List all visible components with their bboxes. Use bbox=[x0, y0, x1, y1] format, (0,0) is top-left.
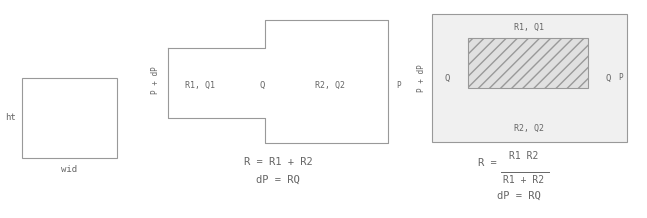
Text: Q: Q bbox=[606, 73, 611, 82]
Text: R2, Q2: R2, Q2 bbox=[514, 124, 544, 133]
Text: P + dP: P + dP bbox=[417, 64, 426, 92]
Text: dP = RQ: dP = RQ bbox=[497, 191, 541, 201]
Text: P: P bbox=[618, 73, 622, 82]
Text: R = R1 + R2: R = R1 + R2 bbox=[244, 157, 313, 167]
Text: R2, Q2: R2, Q2 bbox=[315, 80, 345, 90]
Text: Q: Q bbox=[259, 80, 265, 90]
Bar bbox=[22, 78, 117, 158]
Text: R1 R2: R1 R2 bbox=[509, 151, 539, 161]
Text: R1, Q1: R1, Q1 bbox=[185, 80, 215, 90]
Bar bbox=[468, 38, 588, 88]
Text: R =: R = bbox=[478, 158, 497, 168]
Bar bbox=[432, 14, 627, 142]
Text: P + dP: P + dP bbox=[151, 66, 160, 94]
Text: wid: wid bbox=[61, 165, 77, 174]
Text: dP = RQ: dP = RQ bbox=[256, 175, 300, 185]
Text: R1 + R2: R1 + R2 bbox=[503, 175, 545, 185]
Text: R1, Q1: R1, Q1 bbox=[514, 22, 544, 31]
Text: Q: Q bbox=[444, 73, 450, 82]
Text: P: P bbox=[396, 80, 400, 90]
Text: ht: ht bbox=[5, 114, 16, 123]
